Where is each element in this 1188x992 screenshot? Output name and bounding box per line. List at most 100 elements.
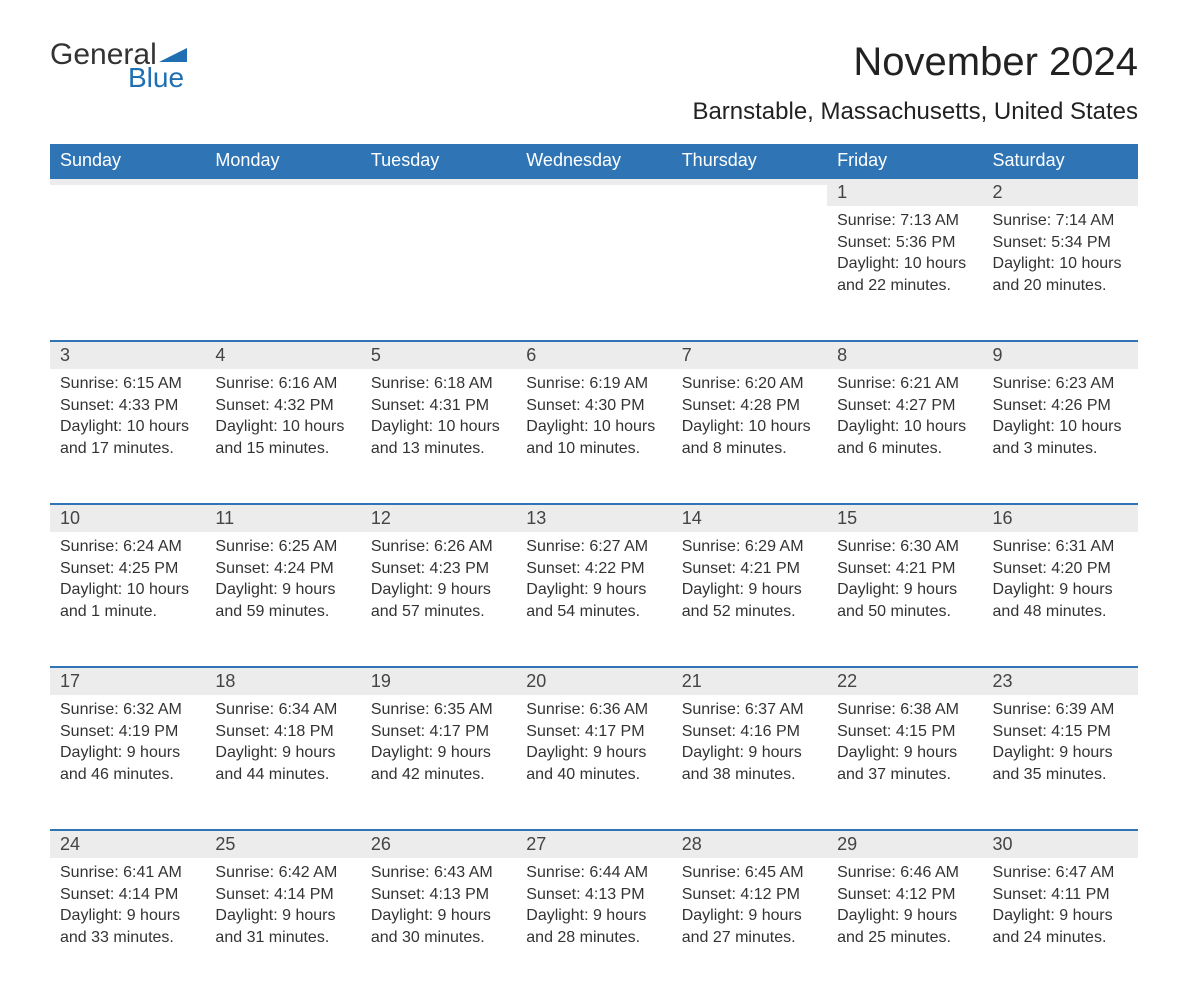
day-daylight2: and 37 minutes. [837,764,972,786]
day-cell: Sunrise: 6:21 AMSunset: 4:27 PMDaylight:… [827,369,982,469]
brand-flag-icon [159,44,187,64]
weekday-header-row: Sunday Monday Tuesday Wednesday Thursday… [50,144,1138,177]
day-daylight2: and 57 minutes. [371,601,506,623]
day-daylight2: and 52 minutes. [682,601,817,623]
day-number [672,177,827,185]
day-sunset: Sunset: 4:12 PM [682,884,817,906]
day-number: 7 [672,340,827,369]
day-sunrise: Sunrise: 6:47 AM [993,862,1128,884]
day-daylight1: Daylight: 10 hours [60,416,195,438]
day-sunset: Sunset: 4:14 PM [215,884,350,906]
day-daylight1: Daylight: 10 hours [837,416,972,438]
day-cell: Sunrise: 6:26 AMSunset: 4:23 PMDaylight:… [361,532,516,632]
day-sunrise: Sunrise: 6:19 AM [526,373,661,395]
day-sunrise: Sunrise: 6:26 AM [371,536,506,558]
weekday-header: Saturday [983,144,1138,177]
day-sunset: Sunset: 4:15 PM [993,721,1128,743]
day-daylight2: and 44 minutes. [215,764,350,786]
day-daylight1: Daylight: 9 hours [60,905,195,927]
day-sunrise: Sunrise: 7:14 AM [993,210,1128,232]
day-sunrise: Sunrise: 6:43 AM [371,862,506,884]
day-number: 26 [361,829,516,858]
day-daylight1: Daylight: 9 hours [837,579,972,601]
day-sunset: Sunset: 4:12 PM [837,884,972,906]
day-sunset: Sunset: 4:23 PM [371,558,506,580]
day-number: 29 [827,829,982,858]
day-cell: Sunrise: 6:35 AMSunset: 4:17 PMDaylight:… [361,695,516,795]
day-sunset: Sunset: 4:15 PM [837,721,972,743]
day-daylight2: and 30 minutes. [371,927,506,949]
day-sunrise: Sunrise: 6:36 AM [526,699,661,721]
day-cell: Sunrise: 6:34 AMSunset: 4:18 PMDaylight:… [205,695,360,795]
day-daylight1: Daylight: 9 hours [371,579,506,601]
day-cell: Sunrise: 6:16 AMSunset: 4:32 PMDaylight:… [205,369,360,469]
day-daylight1: Daylight: 10 hours [215,416,350,438]
weekday-header: Tuesday [361,144,516,177]
day-daylight1: Daylight: 9 hours [371,905,506,927]
day-number: 6 [516,340,671,369]
week-daynum-row: 17181920212223 [50,666,1138,695]
day-cell: Sunrise: 6:15 AMSunset: 4:33 PMDaylight:… [50,369,205,469]
day-daylight2: and 27 minutes. [682,927,817,949]
day-number: 19 [361,666,516,695]
day-sunset: Sunset: 4:14 PM [60,884,195,906]
day-daylight1: Daylight: 9 hours [682,905,817,927]
day-number: 16 [983,503,1138,532]
day-sunset: Sunset: 4:31 PM [371,395,506,417]
day-daylight2: and 25 minutes. [837,927,972,949]
day-number: 20 [516,666,671,695]
day-sunrise: Sunrise: 6:31 AM [993,536,1128,558]
day-daylight2: and 15 minutes. [215,438,350,460]
day-cell [50,206,205,220]
day-number: 25 [205,829,360,858]
day-daylight2: and 8 minutes. [682,438,817,460]
day-sunrise: Sunrise: 6:23 AM [993,373,1128,395]
day-sunrise: Sunrise: 6:38 AM [837,699,972,721]
day-sunset: Sunset: 4:24 PM [215,558,350,580]
day-cell: Sunrise: 6:41 AMSunset: 4:14 PMDaylight:… [50,858,205,958]
day-daylight1: Daylight: 9 hours [993,742,1128,764]
week-daynum-row: 3456789 [50,340,1138,369]
day-daylight1: Daylight: 9 hours [215,742,350,764]
day-number: 17 [50,666,205,695]
day-daylight2: and 24 minutes. [993,927,1128,949]
week-body-row: Sunrise: 6:32 AMSunset: 4:19 PMDaylight:… [50,695,1138,829]
day-sunrise: Sunrise: 6:30 AM [837,536,972,558]
day-number: 5 [361,340,516,369]
day-daylight2: and 38 minutes. [682,764,817,786]
day-cell: Sunrise: 6:37 AMSunset: 4:16 PMDaylight:… [672,695,827,795]
day-sunset: Sunset: 4:33 PM [60,395,195,417]
day-cell: Sunrise: 6:42 AMSunset: 4:14 PMDaylight:… [205,858,360,958]
day-number: 4 [205,340,360,369]
day-number: 12 [361,503,516,532]
day-cell: Sunrise: 6:18 AMSunset: 4:31 PMDaylight:… [361,369,516,469]
day-cell: Sunrise: 6:20 AMSunset: 4:28 PMDaylight:… [672,369,827,469]
day-daylight2: and 3 minutes. [993,438,1128,460]
day-sunset: Sunset: 4:22 PM [526,558,661,580]
day-sunrise: Sunrise: 6:39 AM [993,699,1128,721]
day-sunset: Sunset: 4:28 PM [682,395,817,417]
day-number: 9 [983,340,1138,369]
day-cell: Sunrise: 6:47 AMSunset: 4:11 PMDaylight:… [983,858,1138,958]
day-number: 10 [50,503,205,532]
day-daylight1: Daylight: 9 hours [837,742,972,764]
day-daylight1: Daylight: 9 hours [371,742,506,764]
day-sunrise: Sunrise: 6:42 AM [215,862,350,884]
day-number [50,177,205,185]
day-sunrise: Sunrise: 6:37 AM [682,699,817,721]
day-daylight2: and 20 minutes. [993,275,1128,297]
day-sunset: Sunset: 4:30 PM [526,395,661,417]
day-daylight2: and 33 minutes. [60,927,195,949]
week-body-row: Sunrise: 6:15 AMSunset: 4:33 PMDaylight:… [50,369,1138,503]
day-cell: Sunrise: 6:31 AMSunset: 4:20 PMDaylight:… [983,532,1138,632]
day-cell [361,206,516,220]
day-daylight1: Daylight: 9 hours [215,905,350,927]
weekday-header: Monday [205,144,360,177]
day-daylight2: and 13 minutes. [371,438,506,460]
day-daylight1: Daylight: 9 hours [526,579,661,601]
day-daylight1: Daylight: 10 hours [526,416,661,438]
day-sunrise: Sunrise: 7:13 AM [837,210,972,232]
brand-logo: General Blue [50,40,187,92]
day-daylight1: Daylight: 9 hours [682,742,817,764]
brand-word-blue: Blue [128,64,187,92]
